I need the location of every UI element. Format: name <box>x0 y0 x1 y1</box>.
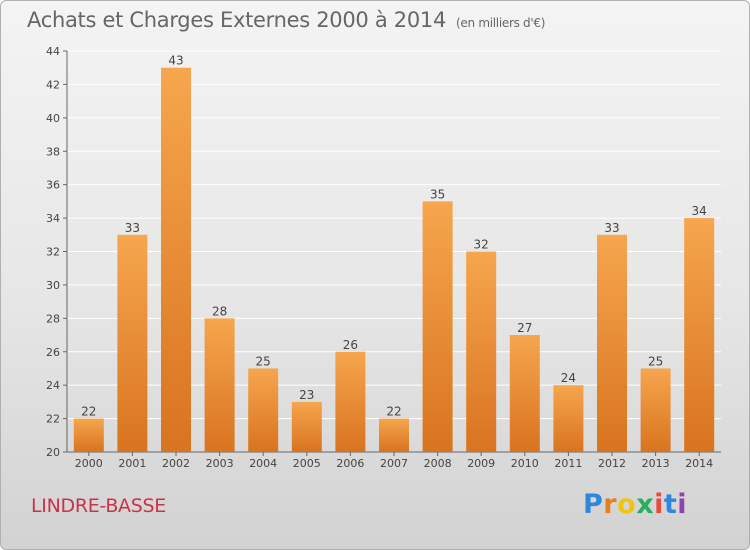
x-tick-label: 2002 <box>162 457 190 470</box>
x-tick-label: 2011 <box>554 457 582 470</box>
bar-value-label: 25 <box>256 354 271 368</box>
y-tick-label: 22 <box>46 413 60 426</box>
y-tick-label: 26 <box>46 346 60 359</box>
logo-letter: t <box>663 489 678 520</box>
logo-letter: i <box>677 489 688 520</box>
bar <box>509 335 540 452</box>
x-tick-label: 2005 <box>293 457 321 470</box>
bar-value-label: 35 <box>430 187 445 201</box>
bar-value-label: 34 <box>692 204 707 218</box>
y-tick-label: 30 <box>46 279 60 292</box>
logo-letter: o <box>617 489 637 520</box>
bar <box>248 368 279 452</box>
x-tick-label: 2009 <box>467 457 495 470</box>
chart-title-text: Achats et Charges Externes 2000 à 2014 <box>27 8 447 32</box>
x-tick-label: 2003 <box>206 457 234 470</box>
x-tick-label: 2013 <box>642 457 670 470</box>
x-tick-label: 2008 <box>424 457 452 470</box>
bar-value-label: 22 <box>81 405 96 419</box>
x-tick-label: 2014 <box>685 457 713 470</box>
x-tick-label: 2007 <box>380 457 408 470</box>
bar-value-label: 24 <box>561 371 576 385</box>
y-tick-label: 36 <box>46 179 60 192</box>
bar <box>466 251 497 452</box>
proxiti-logo[interactable]: Proxiti <box>583 489 687 520</box>
bar <box>553 385 584 452</box>
bar <box>640 368 671 452</box>
bar-value-label: 25 <box>648 354 663 368</box>
commune-name: LINDRE-BASSE <box>31 495 166 517</box>
bar-value-label: 33 <box>125 221 140 235</box>
bars <box>73 67 715 452</box>
y-tick-label: 32 <box>46 246 60 259</box>
logo-letter: x <box>636 489 655 520</box>
bar-value-label: 23 <box>299 388 314 402</box>
bar <box>684 218 715 452</box>
y-tick-label: 40 <box>46 112 60 125</box>
bar-value-label: 43 <box>168 54 183 68</box>
bar-value-label: 27 <box>517 321 532 335</box>
bar-value-label: 33 <box>604 221 619 235</box>
y-tick-label: 38 <box>46 145 60 158</box>
labels: 20 22 24 26 28 30 32 34 36 38 40 42 44 22 2000 33 2001 43… <box>46 45 713 470</box>
chart-title: Achats et Charges Externes 2000 à 2014 (e… <box>27 8 545 32</box>
y-tick-label: 28 <box>46 312 60 325</box>
bar <box>73 418 104 452</box>
bar <box>117 234 148 452</box>
bar <box>161 67 191 452</box>
y-tick-label: 20 <box>46 446 60 459</box>
y-tick-label: 24 <box>46 379 60 392</box>
bar <box>422 201 453 452</box>
chart-subtitle: (en milliers d'€) <box>456 16 546 30</box>
y-tick-label: 44 <box>46 45 60 58</box>
y-tick-label: 34 <box>46 212 60 225</box>
x-tick-label: 2006 <box>336 457 364 470</box>
bar-value-label: 28 <box>212 304 227 318</box>
x-tick-label: 2001 <box>118 457 146 470</box>
bar <box>597 234 627 452</box>
bar <box>291 401 322 452</box>
y-tick-label: 42 <box>46 78 60 91</box>
logo-letter: P <box>583 489 604 520</box>
bar <box>379 418 409 452</box>
bar-value-label: 22 <box>386 405 401 419</box>
logo-letter: i <box>654 489 664 520</box>
bar-value-label: 26 <box>343 338 358 352</box>
x-tick-label: 2012 <box>598 457 626 470</box>
logo-letter: r <box>603 489 618 520</box>
x-tick-label: 2010 <box>511 457 539 470</box>
bar <box>204 318 235 452</box>
bar-value-label: 32 <box>474 238 489 252</box>
bar <box>335 351 366 452</box>
x-tick-label: 2000 <box>75 457 103 470</box>
x-tick-label: 2004 <box>249 457 277 470</box>
